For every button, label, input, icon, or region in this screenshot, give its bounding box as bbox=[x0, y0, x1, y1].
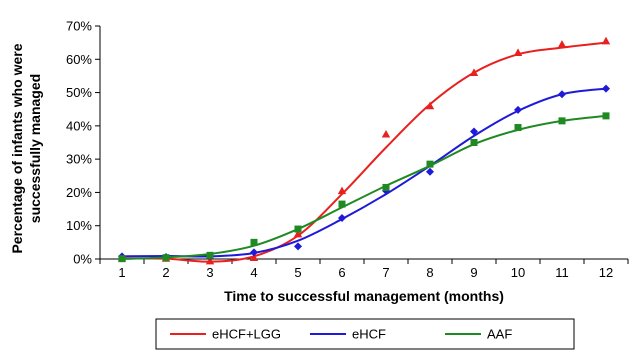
aaf-point bbox=[118, 255, 126, 263]
ehcf-lgg-point bbox=[381, 129, 391, 138]
ehcf-point bbox=[470, 127, 478, 136]
legend-label: eHCF bbox=[352, 327, 386, 342]
axes: 0%10%20%30%40%50%60%70%1 2 3 4 5 6 7 8 9 10 11 12 bbox=[66, 19, 629, 280]
y-tick-label: 0% bbox=[73, 252, 92, 267]
ehcf-lgg-point bbox=[469, 68, 479, 76]
legend-label: AAF bbox=[487, 327, 512, 342]
y-tick-label: 20% bbox=[66, 185, 92, 200]
legend-item-aaf: AAF bbox=[445, 327, 512, 342]
x-tick-label: 12 bbox=[599, 265, 613, 280]
y-tick-label: 30% bbox=[66, 152, 92, 167]
y-tick-label: 60% bbox=[66, 52, 92, 67]
aaf-point bbox=[426, 160, 434, 168]
ehcf-lgg-point bbox=[249, 253, 259, 262]
x-tick-label: 2 bbox=[162, 265, 169, 280]
ehcf-point bbox=[558, 90, 566, 99]
x-tick-label: 1 bbox=[118, 265, 125, 280]
ehcf-lgg-point bbox=[205, 256, 215, 265]
series-ehcf bbox=[118, 84, 610, 262]
legend-item-ehcf: eHCF bbox=[310, 327, 386, 342]
y-axis-title-line: Percentage of infants who were bbox=[9, 43, 25, 253]
ehcf-lgg-point bbox=[513, 48, 523, 56]
x-tick-label: 8 bbox=[426, 265, 433, 280]
y-tick-label: 70% bbox=[66, 19, 92, 34]
aaf-point bbox=[514, 124, 522, 132]
ehcf-point bbox=[250, 248, 258, 257]
ehcf-lgg-point bbox=[601, 36, 611, 45]
aaf-point bbox=[294, 225, 302, 233]
series-layer bbox=[117, 36, 611, 265]
ehcf-lgg-point bbox=[293, 229, 303, 238]
legend-label: eHCF+LGG bbox=[212, 327, 281, 342]
x-tick-label: 6 bbox=[338, 265, 345, 280]
ehcf-lgg-line bbox=[121, 41, 607, 263]
y-axis-title-line: successfully managed bbox=[27, 74, 43, 223]
ehcf-line bbox=[121, 87, 607, 258]
ehcf-lgg-point bbox=[557, 40, 567, 48]
aaf-point bbox=[250, 238, 258, 246]
y-tick-label: 50% bbox=[66, 85, 92, 100]
y-tick-label: 10% bbox=[66, 218, 92, 233]
aaf-point bbox=[162, 254, 170, 262]
x-tick-label: 9 bbox=[470, 265, 477, 280]
ehcf-lgg-point bbox=[425, 101, 435, 110]
aaf-point bbox=[470, 139, 478, 146]
x-tick-label: 4 bbox=[250, 265, 257, 280]
ehcf-lgg-point bbox=[337, 186, 347, 195]
x-tick-label: 3 bbox=[206, 265, 213, 280]
y-tick-label: 40% bbox=[66, 118, 92, 133]
aaf-point bbox=[558, 117, 566, 125]
series-ehcf-lgg bbox=[117, 36, 611, 265]
ehcf-point bbox=[294, 242, 302, 251]
ehcf-point bbox=[426, 167, 434, 176]
x-tick-label: 11 bbox=[555, 265, 569, 280]
legend-box bbox=[155, 318, 575, 350]
aaf-point bbox=[602, 112, 610, 120]
aaf-point bbox=[206, 251, 214, 259]
aaf-point bbox=[338, 200, 346, 208]
x-tick-label: 5 bbox=[294, 265, 301, 280]
aaf-line bbox=[121, 114, 607, 260]
ehcf-point bbox=[338, 214, 346, 223]
ehcf-point bbox=[514, 105, 522, 114]
ehcf-point bbox=[602, 84, 610, 93]
aaf-point bbox=[382, 183, 390, 191]
x-tick-label: 7 bbox=[382, 265, 389, 280]
legend: eHCF+LGG eHCF AAF bbox=[155, 318, 575, 350]
x-axis-title: Time to successful management (months) bbox=[224, 288, 504, 304]
x-tick-label: 10 bbox=[511, 265, 525, 280]
y-axis-title: Percentage of infants who were successful… bbox=[9, 43, 43, 253]
legend-item-ehcf-lgg: eHCF+LGG bbox=[170, 327, 281, 342]
series-aaf bbox=[118, 112, 610, 263]
